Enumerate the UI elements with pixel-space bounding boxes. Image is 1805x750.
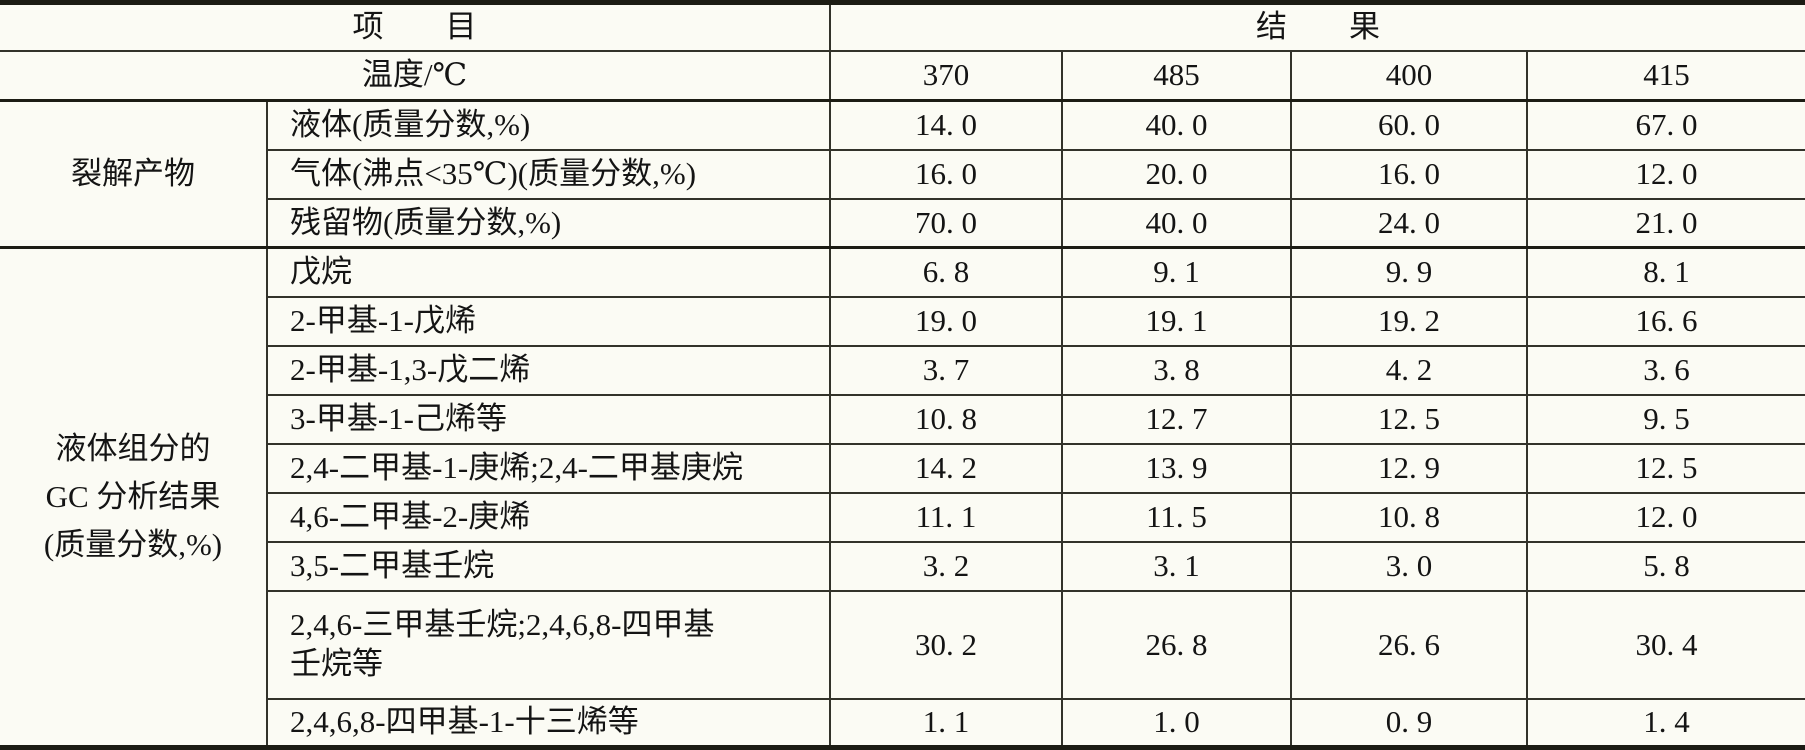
value-cell: 24. 0 bbox=[1290, 197, 1528, 250]
item-label-cell: 2-甲基-1,3-戊二烯 bbox=[266, 344, 831, 396]
item-label-cell: 2-甲基-1-戊烯 bbox=[266, 295, 831, 347]
value-cell: 26. 6 bbox=[1290, 589, 1528, 701]
temperature-value-cell: 370 bbox=[829, 49, 1063, 103]
item-label-cell: 2,4,6,8-四甲基-1-十三烯等 bbox=[266, 698, 831, 749]
value-cell: 8. 1 bbox=[1526, 246, 1805, 298]
value-cell: 3. 7 bbox=[829, 344, 1063, 396]
value-cell: 12. 5 bbox=[1290, 393, 1528, 445]
table-row: 残留物(质量分数,%) 70. 0 40. 0 24. 0 21. 0 bbox=[0, 197, 1805, 250]
value-cell: 21. 0 bbox=[1526, 197, 1805, 250]
value-cell: 3. 1 bbox=[1061, 540, 1292, 592]
table-row: 3-甲基-1-己烯等 10. 8 12. 7 12. 5 9. 5 bbox=[0, 393, 1805, 445]
value-cell: 70. 0 bbox=[829, 197, 1063, 250]
temperature-value-cell: 400 bbox=[1290, 49, 1528, 103]
value-cell: 40. 0 bbox=[1061, 99, 1292, 151]
table-header-row: 项 目 结 果 bbox=[0, 1, 1805, 52]
value-cell: 13. 9 bbox=[1061, 442, 1292, 494]
temperature-value-cell: 415 bbox=[1526, 49, 1805, 103]
value-cell: 16. 6 bbox=[1526, 295, 1805, 347]
table-row: 2,4-二甲基-1-庚烯;2,4-二甲基庚烷 14. 2 13. 9 12. 9… bbox=[0, 442, 1805, 494]
group-cell-pyrolysis: 裂解产物 bbox=[0, 99, 268, 250]
value-cell: 3. 0 bbox=[1290, 540, 1528, 592]
value-cell: 19. 2 bbox=[1290, 295, 1528, 347]
value-cell: 19. 0 bbox=[829, 295, 1063, 347]
temperature-row: 温度/℃ 370 485 400 415 bbox=[0, 49, 1805, 103]
value-cell: 40. 0 bbox=[1061, 197, 1292, 250]
table-row: 液体组分的 GC 分析结果 (质量分数,%) 戊烷 6. 8 9. 1 9. 9… bbox=[0, 246, 1805, 749]
item-label-cell: 2,4,6-三甲基壬烷;2,4,6,8-四甲基 壬烷等 bbox=[266, 589, 831, 701]
table-row: 2,4,6-三甲基壬烷;2,4,6,8-四甲基 壬烷等 30. 2 26. 8 … bbox=[0, 589, 1805, 701]
value-cell: 10. 8 bbox=[829, 393, 1063, 445]
value-cell: 1. 0 bbox=[1061, 698, 1292, 749]
table-row: 4,6-二甲基-2-庚烯 11. 1 11. 5 10. 8 12. 0 bbox=[0, 491, 1805, 543]
value-cell: 12. 9 bbox=[1290, 442, 1528, 494]
value-cell: 20. 0 bbox=[1061, 148, 1292, 200]
item-label-cell: 3,5-二甲基壬烷 bbox=[266, 540, 831, 592]
value-cell: 9. 1 bbox=[1061, 246, 1292, 298]
temperature-value-cell: 485 bbox=[1061, 49, 1292, 103]
item-label-cell: 4,6-二甲基-2-庚烯 bbox=[266, 491, 831, 543]
value-cell: 30. 2 bbox=[829, 589, 1063, 701]
value-cell: 12. 0 bbox=[1526, 491, 1805, 543]
value-cell: 3. 6 bbox=[1526, 344, 1805, 396]
table-row: 裂解产物 液体(质量分数,%) 14. 0 40. 0 60. 0 67. 0 bbox=[0, 99, 1805, 250]
value-cell: 26. 8 bbox=[1061, 589, 1292, 701]
value-cell: 4. 2 bbox=[1290, 344, 1528, 396]
value-cell: 60. 0 bbox=[1290, 99, 1528, 151]
value-cell: 67. 0 bbox=[1526, 99, 1805, 151]
value-cell: 0. 9 bbox=[1290, 698, 1528, 749]
value-cell: 12. 7 bbox=[1061, 393, 1292, 445]
value-cell: 1. 1 bbox=[829, 698, 1063, 749]
value-cell: 3. 2 bbox=[829, 540, 1063, 592]
item-label-cell: 戊烷 bbox=[266, 246, 831, 298]
value-cell: 9. 5 bbox=[1526, 393, 1805, 445]
header-result-cell: 结 果 bbox=[829, 1, 1805, 52]
item-label-cell: 2,4-二甲基-1-庚烯;2,4-二甲基庚烷 bbox=[266, 442, 831, 494]
item-label-cell: 气体(沸点<35℃)(质量分数,%) bbox=[266, 148, 831, 200]
item-label-cell: 残留物(质量分数,%) bbox=[266, 197, 831, 250]
value-cell: 1. 4 bbox=[1526, 698, 1805, 749]
value-cell: 9. 9 bbox=[1290, 246, 1528, 298]
table-row: 气体(沸点<35℃)(质量分数,%) 16. 0 20. 0 16. 0 12.… bbox=[0, 148, 1805, 200]
value-cell: 3. 8 bbox=[1061, 344, 1292, 396]
item-label-cell: 液体(质量分数,%) bbox=[266, 99, 831, 151]
value-cell: 16. 0 bbox=[829, 148, 1063, 200]
group-cell-gc-analysis: 液体组分的 GC 分析结果 (质量分数,%) bbox=[0, 246, 268, 749]
value-cell: 11. 1 bbox=[829, 491, 1063, 543]
table-row: 3,5-二甲基壬烷 3. 2 3. 1 3. 0 5. 8 bbox=[0, 540, 1805, 592]
item-label-cell: 3-甲基-1-己烯等 bbox=[266, 393, 831, 445]
value-cell: 12. 0 bbox=[1526, 148, 1805, 200]
value-cell: 10. 8 bbox=[1290, 491, 1528, 543]
value-cell: 12. 5 bbox=[1526, 442, 1805, 494]
value-cell: 19. 1 bbox=[1061, 295, 1292, 347]
table-row: 2,4,6,8-四甲基-1-十三烯等 1. 1 1. 0 0. 9 1. 4 bbox=[0, 698, 1805, 749]
table-row: 2-甲基-1,3-戊二烯 3. 7 3. 8 4. 2 3. 6 bbox=[0, 344, 1805, 396]
value-cell: 6. 8 bbox=[829, 246, 1063, 298]
value-cell: 14. 0 bbox=[829, 99, 1063, 151]
value-cell: 14. 2 bbox=[829, 442, 1063, 494]
value-cell: 11. 5 bbox=[1061, 491, 1292, 543]
temperature-label-cell: 温度/℃ bbox=[0, 49, 831, 103]
value-cell: 16. 0 bbox=[1290, 148, 1528, 200]
value-cell: 5. 8 bbox=[1526, 540, 1805, 592]
header-item-cell: 项 目 bbox=[0, 1, 831, 52]
value-cell: 30. 4 bbox=[1526, 589, 1805, 701]
table-row: 2-甲基-1-戊烯 19. 0 19. 1 19. 2 16. 6 bbox=[0, 295, 1805, 347]
